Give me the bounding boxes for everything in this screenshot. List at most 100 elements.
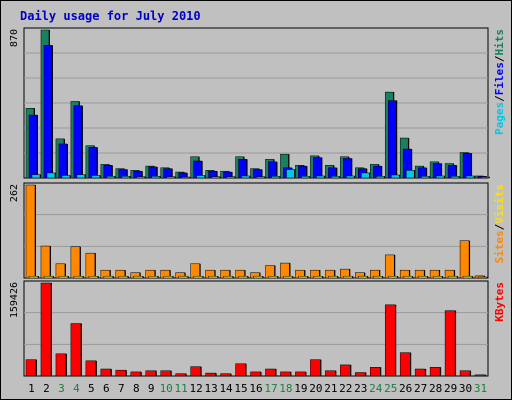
x-tick-label: 14 xyxy=(219,382,233,395)
bar-files xyxy=(343,158,352,179)
bar-kbytes xyxy=(265,368,276,377)
x-tick-label: 5 xyxy=(88,382,95,395)
bar-files xyxy=(73,105,83,179)
bar-kbytes xyxy=(40,282,52,377)
bar-files xyxy=(43,45,53,179)
bar-files xyxy=(88,147,98,179)
bar-kbytes xyxy=(190,366,201,377)
bar-pages xyxy=(405,170,415,179)
bar-pages xyxy=(316,175,325,179)
bar-visits xyxy=(190,263,200,279)
bar-visits xyxy=(280,262,290,279)
bar-pages xyxy=(91,175,101,179)
bar-kbytes xyxy=(310,359,321,377)
bar-pages xyxy=(256,176,265,179)
bar-sites xyxy=(58,275,69,279)
x-tick-label: 16 xyxy=(249,382,262,395)
bar-kbytes xyxy=(355,372,366,377)
bar-pages xyxy=(121,176,131,179)
bar-kbytes xyxy=(235,363,246,377)
bar-sites xyxy=(328,275,338,279)
legend-entry: Pages xyxy=(493,102,506,135)
bar-files xyxy=(387,100,397,179)
bar-sites xyxy=(178,275,188,279)
x-tick-label: 2 xyxy=(43,382,50,395)
chart-title: Daily usage for July 2010 xyxy=(20,9,201,23)
legend-entry: / xyxy=(493,95,506,102)
bar-pages xyxy=(346,175,355,179)
bar-sites xyxy=(208,275,218,279)
bar-sites xyxy=(163,275,173,279)
legend-entry: KBytes xyxy=(493,282,506,322)
bar-pages xyxy=(76,174,86,179)
bar-sites xyxy=(387,275,398,279)
bar-kbytes xyxy=(100,368,112,377)
bar-files xyxy=(58,143,68,179)
bar-pages xyxy=(390,174,400,179)
bar-kbytes xyxy=(25,359,37,377)
bar-visits xyxy=(384,254,395,279)
bar-sites xyxy=(417,275,428,279)
bar-sites xyxy=(28,275,39,279)
bar-sites xyxy=(462,275,473,279)
bar-sites xyxy=(358,275,368,279)
plot-area xyxy=(23,182,489,279)
bar-visits xyxy=(25,184,36,279)
chart-panels: 870Pages/Files/Hits262Sites/Visits159426… xyxy=(9,27,506,377)
bar-kbytes xyxy=(474,374,486,377)
legend-entry: Files xyxy=(493,62,506,95)
x-tick-label: 18 xyxy=(279,382,292,395)
legend-entry: / xyxy=(493,223,506,230)
bar-visits xyxy=(85,252,96,279)
bar-kbytes xyxy=(250,371,261,377)
legend: Sites/Visits xyxy=(493,184,506,264)
x-tick-label: 13 xyxy=(204,382,217,395)
bar-kbytes xyxy=(115,369,127,377)
bar-visits xyxy=(40,245,51,279)
x-tick-label: 12 xyxy=(190,382,203,395)
bar-kbytes xyxy=(145,370,156,377)
bar-sites xyxy=(238,275,248,279)
bar-pages xyxy=(420,176,430,179)
y-max-label: 159426 xyxy=(9,282,20,318)
x-tick-label: 6 xyxy=(103,382,110,395)
bar-sites xyxy=(313,275,323,279)
bar-pages xyxy=(301,176,310,179)
bar-pages xyxy=(136,176,146,179)
bar-sites xyxy=(298,275,308,279)
bar-kbytes xyxy=(175,373,186,377)
bar-pages xyxy=(435,175,445,179)
bar-kbytes xyxy=(205,372,216,377)
x-tick-label: 29 xyxy=(444,382,457,395)
bar-kbytes xyxy=(295,371,306,377)
bar-kbytes xyxy=(55,353,67,377)
bar-kbytes xyxy=(325,370,336,377)
x-tick-label: 23 xyxy=(354,382,367,395)
bar-pages xyxy=(271,176,280,179)
x-tick-label: 1 xyxy=(28,382,35,395)
x-tick-label: 30 xyxy=(459,382,472,395)
bar-pages xyxy=(286,169,295,179)
bar-pages xyxy=(31,174,41,179)
bar-pages xyxy=(196,175,205,179)
bar-sites xyxy=(43,275,54,279)
bar-kbytes xyxy=(340,364,351,377)
bar-pages xyxy=(450,176,460,179)
bar-kbytes xyxy=(370,366,381,377)
bar-pages xyxy=(46,172,56,179)
y-max-label: 870 xyxy=(9,29,20,47)
x-tick-label: 28 xyxy=(429,382,442,395)
x-tick-label: 21 xyxy=(324,382,337,395)
bar-sites xyxy=(103,275,114,279)
bar-pages xyxy=(241,175,250,179)
bar-kbytes xyxy=(280,371,291,377)
x-tick-label: 8 xyxy=(133,382,140,395)
x-tick-label: 9 xyxy=(148,382,155,395)
bar-pages xyxy=(331,176,340,179)
bar-sites xyxy=(223,275,233,279)
bar-pages xyxy=(61,175,71,179)
bar-kbytes xyxy=(384,304,396,377)
x-tick-label: 27 xyxy=(414,382,427,395)
bar-pages xyxy=(211,176,220,179)
